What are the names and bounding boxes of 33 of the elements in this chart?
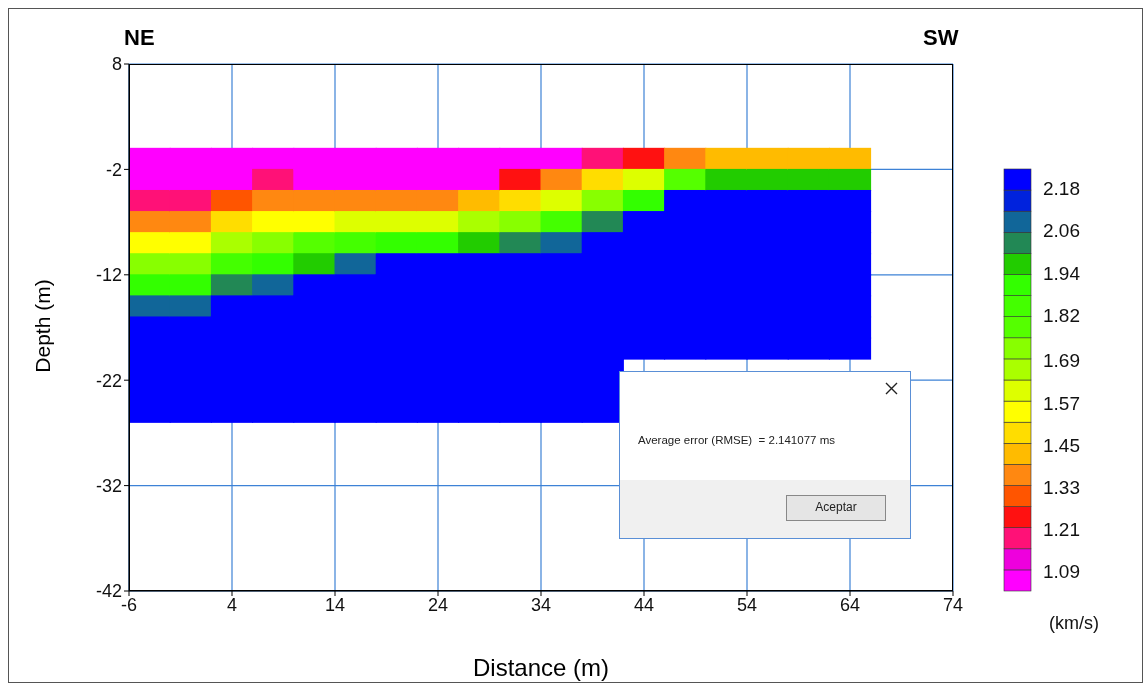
color-bar-label: 1.69 [1043, 350, 1080, 372]
color-bar-label: 1.21 [1043, 519, 1080, 541]
x-tick-label: 14 [324, 594, 346, 615]
dialog-window: Average error (RMSE) = 2.141077 ms Aceptar [619, 371, 911, 539]
color-bar-label: 2.06 [1043, 220, 1080, 242]
color-bar-title: (km/s) [1049, 613, 1099, 633]
annotation: Average error (RMSE) = 2.141077 ms [638, 434, 835, 446]
color-bar-label: 2.18 [1043, 178, 1080, 200]
x-axis-title: Distance (m) [472, 654, 610, 682]
color-bar-label: 1.09 [1043, 561, 1080, 583]
color-bar-label: 1.33 [1043, 477, 1080, 499]
y-tick-label: 8 [111, 54, 122, 75]
y-axis-title: Depth (m) [31, 277, 55, 375]
color-bar-label: 1.82 [1043, 304, 1080, 326]
button: Aceptar [786, 495, 886, 521]
x-tick-label: -6 [120, 594, 138, 615]
x-tick-label: 74 [942, 594, 964, 615]
color-bar-label: 1.57 [1043, 392, 1080, 414]
color-bar-label: 1.94 [1043, 262, 1081, 284]
x-tick-label: 4 [226, 594, 238, 615]
y-tick-label: -12 [95, 265, 122, 286]
color-bar-label: 1.45 [1043, 434, 1080, 456]
y-tick-label: -42 [95, 581, 122, 602]
x-tick-label: 34 [530, 594, 552, 615]
y-tick-label: -32 [95, 475, 122, 496]
x-tick-label: 24 [427, 594, 449, 615]
text: SW [923, 25, 959, 51]
y-tick-label: -2 [105, 159, 122, 180]
x-tick-label: 54 [736, 594, 758, 615]
y-tick-label: -22 [95, 370, 122, 391]
x-tick-label: 44 [633, 594, 655, 615]
text: NE [124, 25, 155, 51]
x-tick-label: 64 [839, 594, 861, 615]
